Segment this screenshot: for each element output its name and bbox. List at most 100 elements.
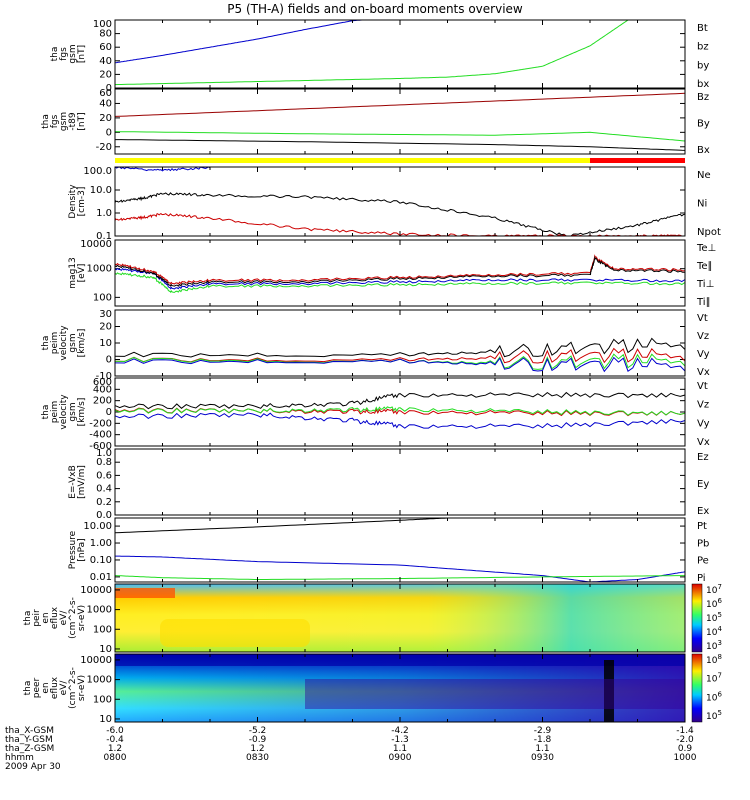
- plot-area: [115, 310, 685, 376]
- mode-bar: [590, 158, 685, 163]
- y-tick-label: 1000: [87, 675, 112, 686]
- axis-row-value: -0.9: [249, 735, 267, 745]
- colorbar-tick-label: 108: [706, 653, 722, 666]
- axis-row-label: tha_X-GSM: [5, 726, 54, 736]
- y-tick-label: 200: [93, 396, 112, 407]
- y-axis-label-line: gsm: [68, 402, 78, 421]
- y-axis-label: thapeimvelocitygsm[km/s]: [41, 325, 87, 361]
- spectrogram-dark-region: [305, 679, 685, 709]
- y-axis-label-line: -t89: [68, 112, 78, 131]
- y-axis-label-line: peim: [50, 401, 60, 424]
- plot-area: [115, 20, 685, 88]
- y-tick-label: 100: [93, 624, 112, 635]
- legend-label: Ti∥: [696, 297, 711, 308]
- axis-row-value: -6.0: [106, 726, 124, 736]
- y-axis-label-line: gsm: [68, 333, 78, 352]
- legend-label: Npot: [697, 227, 721, 238]
- plot-area: [115, 89, 685, 154]
- colorbar: [691, 583, 703, 653]
- series-line-Ti∥: [114, 272, 686, 294]
- legend-label: Bt: [697, 23, 708, 34]
- y-axis-label-line: fgs: [50, 114, 60, 128]
- axis-row-value: 1.1: [393, 744, 407, 754]
- legend-label: bx: [697, 79, 709, 90]
- legend-label: Ez: [697, 452, 709, 463]
- legend-label: Vy: [697, 418, 710, 429]
- y-axis-label: Pressure[nPa]: [68, 530, 87, 569]
- axis-row-label: hhmm: [5, 753, 34, 763]
- y-axis-label-line: sr-eV): [77, 675, 87, 701]
- legend-label: Pi: [697, 573, 706, 584]
- y-tick-label: 0.4: [96, 484, 112, 495]
- y-tick-label: 100: [93, 292, 112, 303]
- y-axis-label-line: tha: [41, 114, 51, 129]
- legend-label: Vy: [697, 349, 710, 360]
- y-axis-label-line: [nT]: [77, 112, 87, 130]
- legend-label: By: [697, 119, 710, 130]
- colorbar-tick-label: 106: [706, 690, 722, 703]
- y-axis-label: thafgsgsm-t89[nT]: [41, 112, 87, 131]
- axis-row-value: -2.9: [534, 726, 552, 736]
- y-tick-label: 10: [99, 644, 112, 655]
- legend-label: Pb: [697, 538, 709, 549]
- y-axis-label-line: fgs: [59, 47, 69, 61]
- legend-label: Ex: [697, 506, 709, 517]
- series-line-Ti⊥: [114, 267, 686, 290]
- legend-label: Ne: [697, 170, 711, 181]
- y-tick-label: 0: [106, 407, 112, 418]
- series-line-Pt: [114, 517, 448, 534]
- y-tick-label: 10: [99, 338, 112, 349]
- y-axis-label-line: Density: [68, 184, 78, 219]
- y-tick-label: -200: [89, 418, 112, 429]
- plot-area: [115, 240, 685, 306]
- legend-label: Vt: [697, 313, 708, 324]
- y-tick-label: 100: [93, 19, 112, 30]
- legend-label: by: [697, 60, 709, 71]
- panel-3: Density[cm-3]: [68, 166, 686, 237]
- axis-row-value: -2.0: [676, 735, 694, 745]
- y-tick-label: 400: [93, 384, 112, 395]
- legend-label: Te⊥: [696, 243, 716, 254]
- legend-label: Vx: [697, 367, 710, 378]
- series-line-Vx: [114, 356, 686, 373]
- legend-label: bz: [697, 42, 709, 53]
- y-axis-label-line: [nT]: [77, 45, 87, 63]
- spectrogram-hot-region: [115, 588, 175, 598]
- y-tick-label: 0: [106, 127, 112, 138]
- y-tick-label: 10000: [80, 655, 112, 666]
- y-axis-label-line: en: [41, 612, 51, 623]
- y-axis-label-line: [nPa]: [77, 538, 87, 561]
- plot-area: [115, 449, 685, 515]
- mode-bar: [115, 158, 590, 163]
- y-tick-label: 0.2: [96, 497, 112, 508]
- y-axis-label-line: eflux: [50, 676, 60, 699]
- axis-row-value: -1.4: [676, 726, 694, 736]
- y-axis-label-line: eV/: [59, 680, 69, 696]
- y-tick-label: 40: [99, 56, 112, 67]
- legend-label: Vx: [697, 437, 710, 448]
- legend-label: Bx: [697, 145, 710, 156]
- axis-row-value: -0.4: [106, 735, 124, 745]
- y-tick-label: 1.0: [96, 448, 112, 459]
- y-tick-label: 100: [93, 694, 112, 705]
- plot-area: [115, 518, 685, 582]
- colorbar-tick-label: 107: [706, 583, 722, 596]
- series-line-Vt: [114, 337, 686, 358]
- y-tick-label: 0.8: [96, 457, 112, 468]
- y-tick-label: 0: [106, 355, 112, 366]
- series-line-Vy: [114, 406, 686, 416]
- axis-row-value: -4.2: [391, 726, 409, 736]
- y-axis-label-line: tha: [23, 681, 33, 696]
- axis-row-label: tha_Y-GSM: [5, 735, 53, 745]
- y-axis-label-line: velocity: [59, 394, 69, 430]
- y-tick-label: -400: [89, 430, 112, 441]
- series-line-Vz: [114, 347, 686, 364]
- series-line-By: [114, 131, 686, 142]
- y-tick-label: 1000: [87, 605, 112, 616]
- y-axis-label: thapeirenefluxeV/(cm^2-s-sr-eV): [23, 597, 87, 639]
- y-axis-label-line: tha: [41, 336, 51, 351]
- series-line-Te∥: [114, 255, 685, 287]
- series-line-Pe: [115, 575, 685, 580]
- y-axis-label-line: [mV/m]: [77, 465, 87, 499]
